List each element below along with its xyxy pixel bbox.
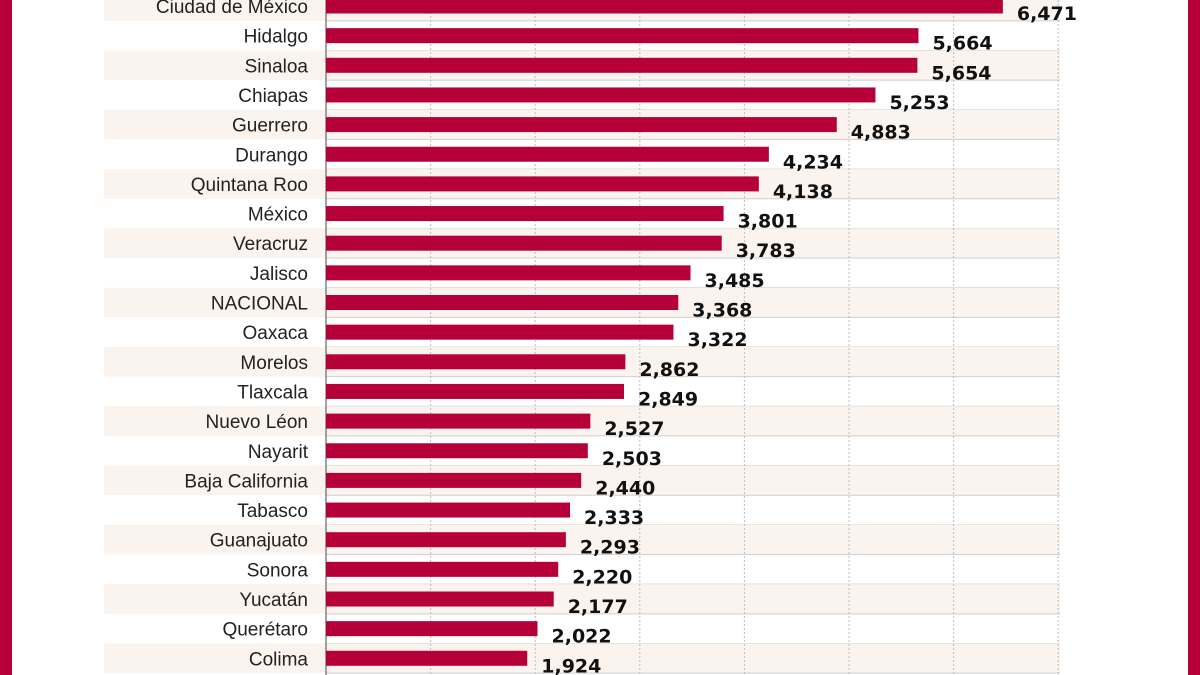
value-label: 5,654: [931, 62, 991, 84]
bar: [326, 561, 559, 577]
value-label: 2,177: [568, 596, 628, 618]
bar: [326, 57, 918, 73]
category-label: Sonora: [247, 560, 309, 581]
category-label: Baja California: [184, 471, 308, 492]
value-label: 1,924: [541, 655, 601, 675]
category-label: Hidalgo: [244, 27, 308, 48]
bar: [326, 87, 876, 103]
bar: [326, 413, 591, 429]
value-label: 2,862: [639, 359, 699, 381]
value-label: 2,849: [638, 388, 698, 410]
bar: [326, 176, 759, 192]
bar: [326, 28, 919, 44]
category-label: Colima: [249, 649, 309, 670]
horizontal-bar-chart: Ciudad de México Hidalgo Sinaloa Chiapas Gue…: [104, 0, 1077, 675]
value-label: 2,333: [584, 507, 644, 529]
value-label: 3,368: [692, 300, 752, 322]
category-label: Guerrero: [232, 116, 308, 137]
category-label: NACIONAL: [211, 294, 308, 315]
bar: [326, 117, 837, 133]
bar: [326, 502, 571, 518]
bar: [326, 295, 679, 310]
bar: [326, 206, 724, 222]
category-label: Ciudad de México: [156, 0, 308, 18]
value-label: 2,527: [604, 418, 664, 440]
bar: [326, 146, 769, 162]
value-labels: 6,471 5,664 5,654 5,253 4,883 4,234 4,138 3,801…: [541, 3, 1077, 675]
value-label: 3,485: [705, 270, 765, 292]
bar: [326, 265, 691, 281]
value-label: 4,138: [773, 181, 833, 203]
value-label: 2,503: [602, 448, 662, 470]
value-label: 2,293: [580, 537, 640, 559]
value-label: 2,440: [595, 477, 655, 499]
category-label: Tlaxcala: [237, 382, 308, 403]
value-label: 5,664: [932, 33, 992, 55]
category-label: Querétaro: [222, 620, 308, 641]
bar: [326, 354, 626, 370]
category-label: Guanajuato: [210, 531, 308, 552]
bar: [326, 443, 588, 459]
category-label: Sinaloa: [245, 56, 309, 77]
value-label: 3,322: [687, 329, 747, 351]
bar: [326, 532, 566, 548]
category-label: Nayarit: [248, 442, 309, 463]
bar: [326, 591, 554, 607]
row-stripe: [104, 524, 1060, 555]
bar: [326, 650, 528, 666]
bar: [326, 383, 625, 399]
bar: [326, 621, 538, 637]
value-label: 6,471: [1017, 3, 1077, 25]
value-label: 3,783: [736, 240, 796, 262]
category-label: México: [248, 205, 308, 226]
bar-series: [326, 0, 1003, 666]
value-label: 5,253: [889, 92, 949, 114]
category-label: Morelos: [240, 353, 308, 374]
value-label: 4,234: [783, 151, 843, 173]
category-label: Veracruz: [233, 234, 308, 255]
value-label: 3,801: [738, 211, 798, 233]
category-label: Tabasco: [237, 501, 308, 522]
category-label: Jalisco: [250, 264, 308, 285]
row-stripe: [104, 584, 1060, 614]
category-label: Oaxaca: [243, 323, 309, 344]
category-label: Chiapas: [238, 86, 308, 107]
category-labels: Ciudad de México Hidalgo Sinaloa Chiapas Gue…: [156, 0, 309, 670]
category-label: Durango: [235, 145, 308, 166]
category-label: Yucatán: [239, 590, 308, 611]
category-label: Nuevo Léon: [206, 412, 308, 433]
bar: [326, 0, 1003, 14]
value-label: 2,022: [552, 626, 612, 648]
bar: [326, 324, 674, 340]
value-label: 4,883: [851, 122, 911, 144]
row-stripe: [104, 643, 1060, 674]
value-label: 2,220: [572, 566, 632, 588]
chart-canvas: Ciudad de México Hidalgo Sinaloa Chiapas Gue…: [12, 0, 1188, 675]
bar: [326, 472, 582, 488]
category-label: Quintana Roo: [191, 175, 308, 196]
bar: [326, 235, 722, 251]
row-stripe: [104, 465, 1060, 496]
